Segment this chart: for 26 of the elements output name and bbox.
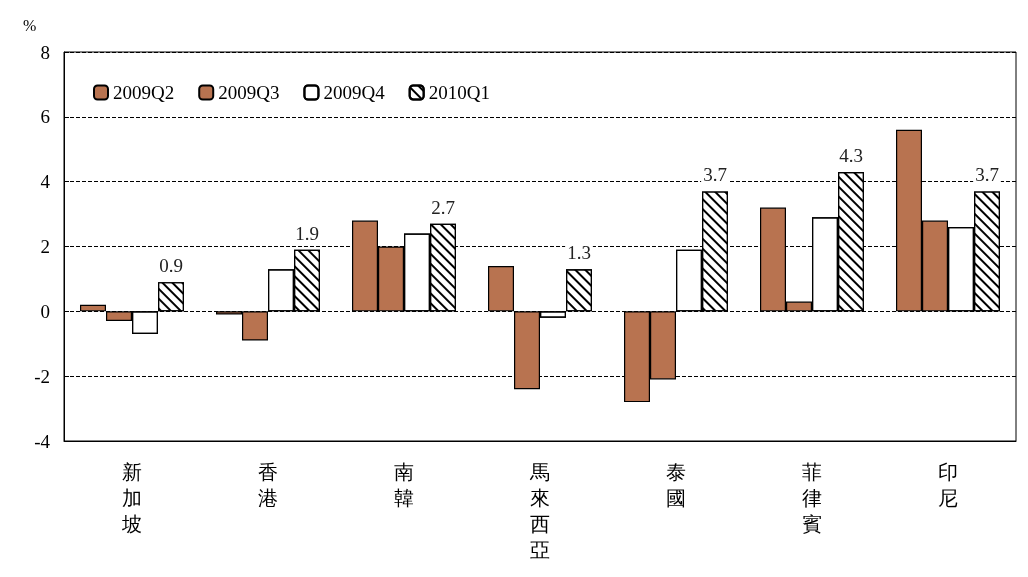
data-label: 3.7 <box>975 164 999 186</box>
x-tick-label: 香港 <box>258 461 278 509</box>
x-tick-label: 南韓 <box>394 461 414 509</box>
data-label: 1.9 <box>295 222 319 244</box>
y-tick-label: 2 <box>40 236 50 257</box>
data-label: 0.9 <box>159 255 183 277</box>
data-label: 2.7 <box>431 196 455 218</box>
legend-label: 2010Q1 <box>428 82 490 103</box>
y-tick-label: -2 <box>34 365 50 387</box>
y-axis-title: % <box>23 16 37 34</box>
legend-label: 2009Q4 <box>323 82 386 103</box>
legend-label: 2009Q3 <box>218 82 280 103</box>
x-tick-label: 馬來西亞 <box>529 461 550 561</box>
x-tick-label: 菲律賓 <box>802 461 822 535</box>
x-tick-label: 印尼 <box>938 461 958 509</box>
y-tick-label: 4 <box>40 171 51 193</box>
legend-label: 2009Q2 <box>113 82 175 103</box>
y-tick-label: -4 <box>34 430 51 452</box>
y-tick-label: 0 <box>40 300 50 322</box>
y-tick-label: 8 <box>40 41 50 63</box>
data-label: 3.7 <box>703 164 727 186</box>
data-label: 4.3 <box>839 144 863 166</box>
data-label: 1.3 <box>567 242 591 264</box>
x-tick-label: 新加坡 <box>121 461 142 535</box>
x-tick-label: 泰國 <box>666 461 686 509</box>
y-tick-label: 6 <box>40 106 50 128</box>
